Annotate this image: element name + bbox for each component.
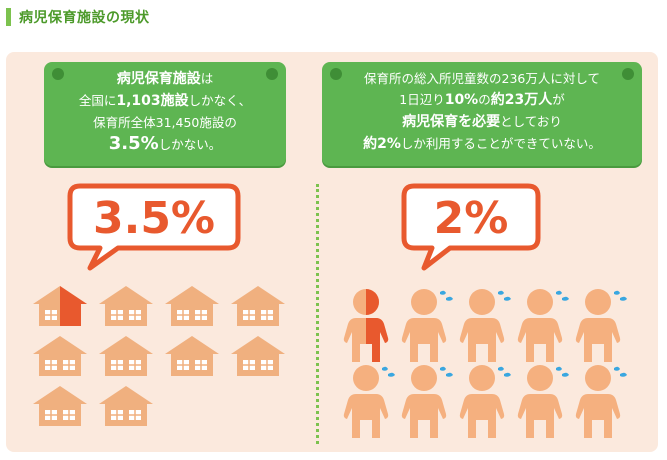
pin-icon	[622, 68, 634, 80]
child-icon	[517, 289, 569, 362]
house-icon	[33, 336, 87, 376]
info-line: 約2%しか利用することができていない。	[322, 133, 642, 155]
sweat-drop-icon	[614, 366, 627, 377]
house-icon	[99, 386, 153, 426]
info-line: 全国に1,103施設しかなく、	[44, 90, 286, 112]
house-icon	[99, 336, 153, 376]
section-header: 病児保育施設の現状	[6, 6, 150, 28]
info-text-segment: 3.5%	[108, 133, 159, 154]
right-speech-bubble: 2%	[400, 182, 542, 272]
left-info-box: 病児保育施設は 全国に1,103施設しかなく、 保育所全体31,450施設の 3.5%…	[44, 62, 286, 166]
info-line: 3.5%しかない。	[44, 133, 286, 155]
info-text-segment: しか利用することができていない。	[400, 136, 601, 151]
info-line: 1日辺り10%の約23万人が	[322, 89, 642, 111]
info-text-segment: は	[200, 71, 214, 86]
info-text-segment: が	[552, 92, 565, 107]
child-icon	[575, 365, 627, 438]
child-icon	[401, 289, 453, 362]
child-icon	[575, 289, 627, 362]
left-info-text: 病児保育施設は 全国に1,103施設しかなく、 保育所全体31,450施設の 3.5%…	[44, 68, 286, 155]
info-text-segment: 約23万人	[490, 92, 553, 108]
info-text-segment: 病児保育施設	[116, 71, 201, 87]
info-text-segment: 保育所の総入所児童数の236万人に対して	[364, 71, 600, 86]
pin-icon	[330, 68, 342, 80]
house-icon	[33, 286, 87, 326]
info-text-segment: の	[478, 92, 491, 107]
house-icon	[231, 286, 285, 326]
sweat-drop-icon	[614, 290, 627, 301]
sweat-drop-icon	[382, 366, 395, 377]
right-info-text: 保育所の総入所児童数の236万人に対して 1日辺り10%の約23万人が 病児保育を必…	[322, 68, 642, 155]
stat-usage-percent: 2%	[433, 193, 509, 244]
info-line: 保育所の総入所児童数の236万人に対して	[322, 68, 642, 89]
left-speech-bubble: 3.5%	[66, 182, 242, 272]
child-icon	[343, 289, 389, 362]
speech-bubble-icon	[67, 183, 241, 271]
child-icon	[343, 365, 395, 438]
info-text-segment: しかなく、	[188, 93, 252, 108]
info-line: 病児保育施設は	[44, 68, 286, 90]
info-text-segment: 1日辺り	[399, 92, 445, 107]
sweat-drop-icon	[498, 366, 511, 377]
sweat-drop-icon	[440, 366, 453, 377]
pin-icon	[266, 68, 278, 80]
stat-facility-percent: 3.5%	[92, 193, 216, 244]
info-line: 病児保育を必要としており	[322, 111, 642, 133]
info-text-segment: 保育所全体31,450施設の	[93, 115, 237, 130]
info-text-segment: 1,103施設	[116, 93, 189, 109]
sweat-drop-icon	[556, 290, 569, 301]
info-text-segment: 10%	[444, 92, 479, 108]
info-line: 保育所全体31,450施設の	[44, 112, 286, 133]
info-text-segment: 全国に	[78, 93, 117, 108]
header-accent-bar	[6, 8, 11, 26]
house-icon	[99, 286, 153, 326]
sweat-drop-icon	[498, 290, 511, 301]
house-icon	[165, 286, 219, 326]
sweat-drop-icon	[440, 290, 453, 301]
child-icon	[459, 289, 511, 362]
pin-icon	[52, 68, 64, 80]
info-text-segment: 病児保育を必要	[402, 114, 501, 130]
page-title: 病児保育施設の現状	[19, 10, 150, 26]
speech-bubble-icon	[401, 183, 541, 271]
child-icon	[517, 365, 569, 438]
info-text-segment: しかない。	[158, 137, 222, 152]
right-info-box: 保育所の総入所児童数の236万人に対して 1日辺り10%の約23万人が 病児保育を必…	[322, 62, 642, 166]
info-text-segment: 約2%	[363, 136, 401, 152]
house-icon	[231, 336, 285, 376]
sweat-drop-icon	[556, 366, 569, 377]
house-icon	[33, 386, 87, 426]
child-icon	[401, 365, 453, 438]
dotted-divider	[316, 184, 319, 444]
child-icon	[459, 365, 511, 438]
info-text-segment: としており	[500, 114, 562, 129]
house-icon	[165, 336, 219, 376]
